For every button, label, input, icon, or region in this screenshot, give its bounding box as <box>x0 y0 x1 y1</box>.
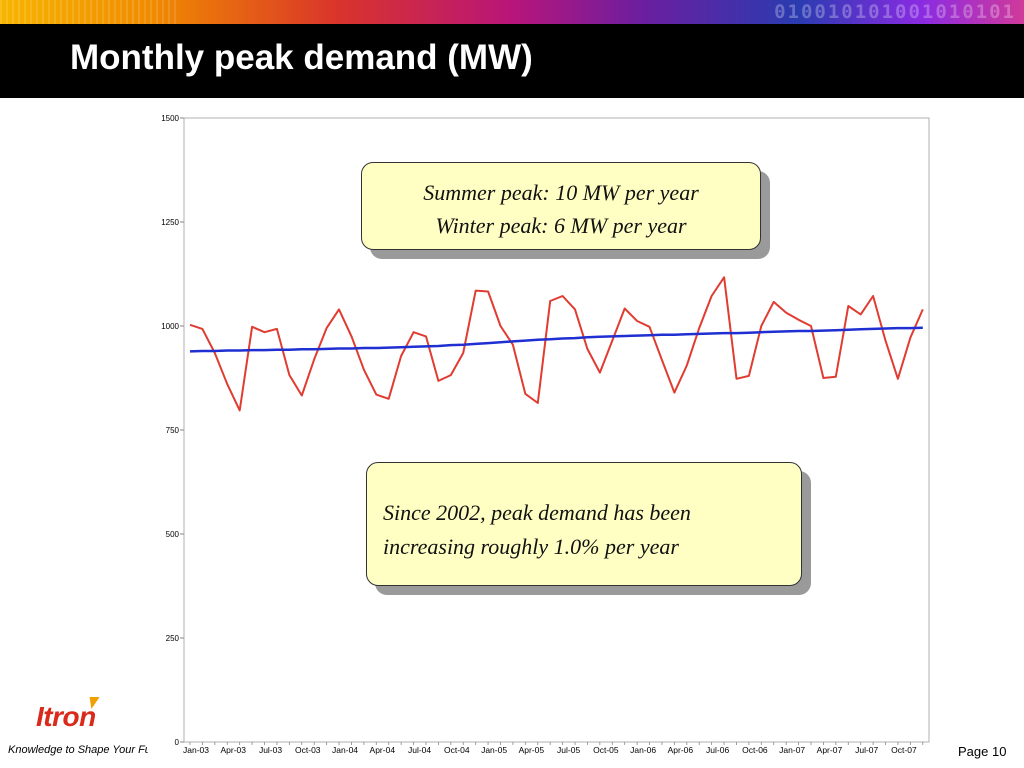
y-tick-label: 1500 <box>161 114 179 123</box>
x-tick-label: Jan-07 <box>779 745 805 755</box>
x-tick-label: Jan-03 <box>183 745 209 755</box>
x-tick-label: Jul-07 <box>855 745 878 755</box>
header-binary-text: 010010101001010101 <box>774 1 1016 23</box>
x-tick-label: Oct-03 <box>295 745 321 755</box>
page-title: Monthly peak demand (MW) <box>70 38 533 77</box>
x-tick-label: Apr-03 <box>221 745 247 755</box>
y-tick-label: 1000 <box>161 322 179 331</box>
x-tick-label: Jul-04 <box>408 745 431 755</box>
y-tick-label: 500 <box>166 530 180 539</box>
x-tick-label: Apr-06 <box>668 745 694 755</box>
x-tick-label: Jul-03 <box>259 745 282 755</box>
series-layer <box>189 276 924 412</box>
x-tick-label: Oct-04 <box>444 745 470 755</box>
itron-logo: Itron <box>36 701 96 732</box>
y-tick-label: 250 <box>166 634 180 643</box>
header-dot-pattern <box>0 0 180 24</box>
footer-tagline: Knowledge to Shape Your Futu <box>8 744 148 756</box>
x-tick-label: Jul-05 <box>557 745 580 755</box>
page-number: Page 10 <box>958 744 1007 759</box>
x-tick-label: Apr-04 <box>370 745 396 755</box>
x-tick-label: Apr-07 <box>817 745 843 755</box>
x-tick-label: Oct-07 <box>891 745 917 755</box>
x-tick-label: Apr-05 <box>519 745 545 755</box>
header-decorative-band: 010010101001010101 <box>0 0 1024 24</box>
y-tick-label: 750 <box>166 426 180 435</box>
summer-peak-text: Summer peak: 10 MW per year <box>423 180 699 205</box>
y-tick-label: 1250 <box>161 218 179 227</box>
winter-peak-text: Winter peak: 6 MW per year <box>435 213 687 238</box>
header-bar: 010010101001010101 Monthly peak demand (… <box>0 0 1024 98</box>
x-tick-label: Jan-06 <box>630 745 656 755</box>
growth-text: Since 2002, peak demand has been increas… <box>383 500 691 559</box>
x-axis: Jan-03 Apr-03 Jul-03 Oct-03 Jan-04 Apr-04 Jul-… <box>183 742 924 755</box>
x-tick-label: Oct-06 <box>742 745 768 755</box>
y-tick-label: 0 <box>175 738 180 747</box>
summer-winter-callout: Summer peak: 10 MW per year Winter peak:… <box>361 162 761 250</box>
x-tick-label: Jan-04 <box>332 745 358 755</box>
y-axis: 0 250 500 750 1000 1250 1500 <box>161 114 184 747</box>
growth-callout: Since 2002, peak demand has been increas… <box>366 462 802 586</box>
x-tick-label: Jan-05 <box>481 745 507 755</box>
trend-line <box>189 326 923 353</box>
x-tick-label: Oct-05 <box>593 745 619 755</box>
monthly-peak-line <box>189 276 924 412</box>
x-tick-label: Jul-06 <box>706 745 729 755</box>
